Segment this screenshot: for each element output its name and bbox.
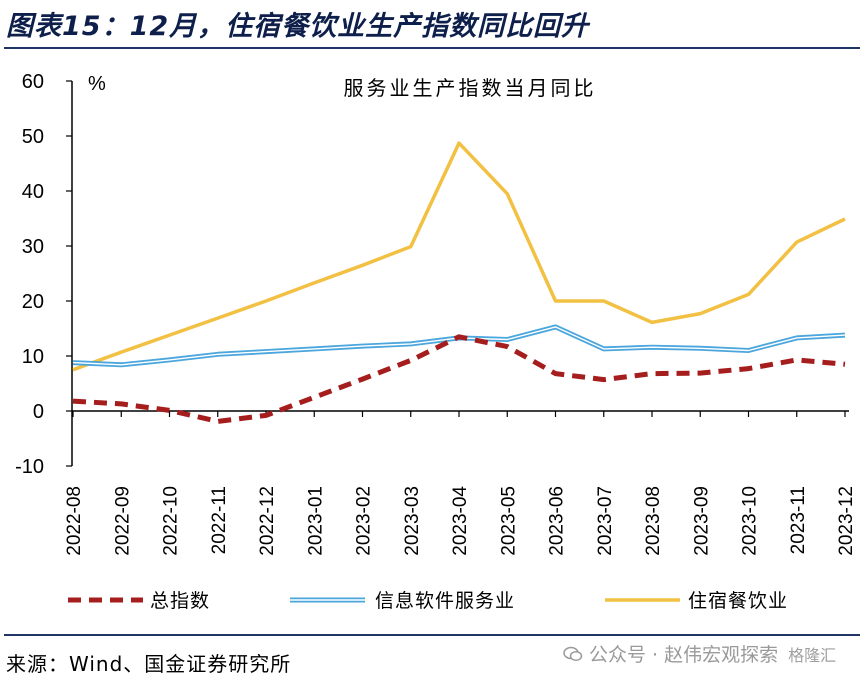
x-tick-label: 2023-05 bbox=[498, 486, 519, 556]
figure-title: 图表15：12月，住宿餐饮业生产指数同比回升 bbox=[6, 11, 590, 42]
watermark-logo: 格隆汇 bbox=[788, 645, 837, 665]
series-line-hotel-catering bbox=[72, 141, 846, 372]
x-tick-label: 2023-11 bbox=[788, 486, 809, 554]
y-tick-label: 60 bbox=[22, 71, 44, 93]
y-tick-label: 40 bbox=[22, 181, 44, 203]
wechat-icon bbox=[563, 646, 583, 661]
y-tick-label: 0 bbox=[33, 401, 44, 423]
x-tick-label: 2023-07 bbox=[595, 486, 616, 556]
source-note: 来源：Wind、国金证券研究所 bbox=[6, 652, 292, 676]
x-tick-label: 2023-01 bbox=[305, 486, 326, 556]
x-tick-label: 2022-12 bbox=[257, 486, 278, 556]
x-tick-label: 2022-09 bbox=[112, 486, 133, 556]
y-tick-label: -10 bbox=[15, 456, 44, 478]
watermark: 公众号 · 赵伟宏观探索 格隆汇 bbox=[563, 640, 836, 667]
x-tick-label: 2022-10 bbox=[161, 486, 182, 556]
x-tick-label: 2022-11 bbox=[209, 486, 230, 554]
footer-divider bbox=[4, 634, 860, 636]
x-tick-labels: 2022-08 2022-09 2022-10 2022-11 2022-12 2023-… bbox=[64, 486, 857, 556]
x-tick-label: 2023-08 bbox=[643, 486, 664, 556]
x-tick-label: 2023-02 bbox=[354, 486, 375, 556]
y-tick-label: 30 bbox=[22, 236, 44, 258]
y-tick-label: 10 bbox=[22, 346, 44, 368]
x-tick-label: 2023-03 bbox=[402, 486, 423, 556]
legend-label: 信息软件服务业 bbox=[375, 590, 515, 612]
legend: 总指数 信息软件服务业 住宿餐饮业 bbox=[68, 590, 788, 612]
x-tick-label: 2023-06 bbox=[547, 486, 568, 556]
y-unit-label: % bbox=[88, 73, 106, 95]
chart-axes bbox=[66, 80, 849, 467]
title-divider bbox=[4, 47, 860, 49]
series-line-info-software bbox=[72, 324, 846, 368]
chart-title: 服务业生产指数当月同比 bbox=[344, 76, 597, 100]
x-tick-label: 2023-12 bbox=[836, 486, 857, 556]
x-tick-label: 2023-04 bbox=[450, 486, 471, 556]
x-tick-label: 2023-10 bbox=[740, 486, 761, 556]
y-tick-labels: -10 0 10 20 30 40 50 60 bbox=[15, 71, 44, 478]
y-tick-label: 50 bbox=[22, 126, 44, 148]
series-line-total-index bbox=[72, 334, 846, 424]
x-tick-label: 2022-08 bbox=[64, 486, 85, 556]
legend-label: 住宿餐饮业 bbox=[688, 590, 788, 612]
legend-label: 总指数 bbox=[150, 590, 210, 612]
x-tick-label: 2023-09 bbox=[691, 486, 712, 556]
series-lines bbox=[72, 141, 846, 424]
y-tick-label: 20 bbox=[22, 291, 44, 313]
watermark-text: 公众号 · 赵伟宏观探索 bbox=[589, 644, 779, 666]
